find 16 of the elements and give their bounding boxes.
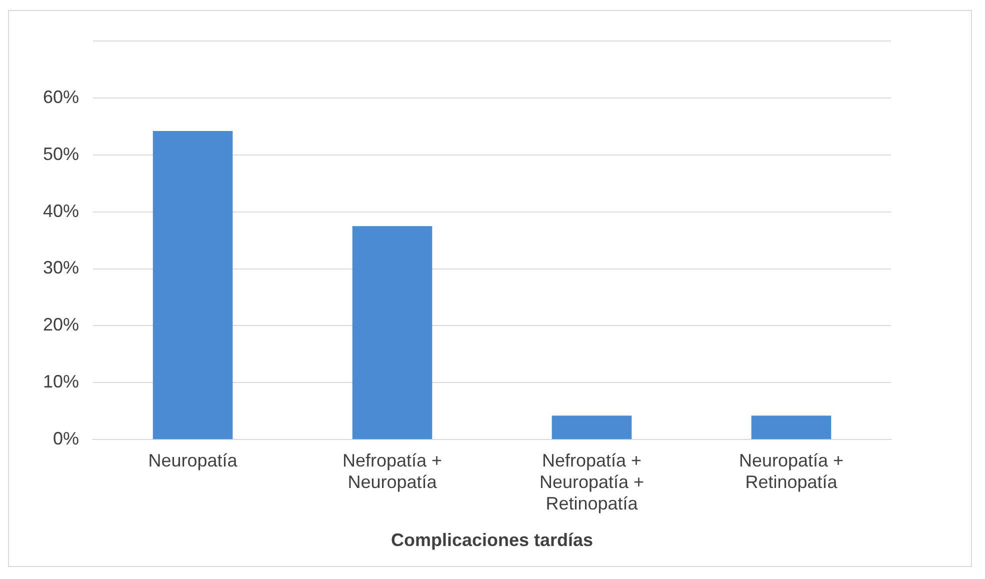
y-tick-label: 20%	[42, 314, 80, 335]
x-axis-title: Complicaciones tardías	[390, 530, 594, 550]
bar	[152, 130, 233, 440]
y-tick-label: 50%	[42, 144, 80, 164]
y-tick-label: 10%	[42, 372, 80, 392]
y-tick-label: 0%	[53, 428, 80, 449]
bar	[552, 416, 632, 440]
y-tick-label: 40%	[42, 200, 80, 221]
x-tick-label: Neuropatía	[148, 450, 238, 470]
bar	[352, 226, 432, 440]
y-tick-label: 30%	[42, 258, 80, 278]
x-tick-label: Neuropatía + Retinopatía	[738, 450, 844, 492]
bar	[751, 416, 832, 440]
x-tick-label: Nefropatía + Neuropatía	[342, 450, 442, 492]
y-tick-label: 60%	[42, 86, 80, 107]
x-tick-label: Nefropatía + Neuropatía + Retinopatía	[539, 450, 644, 514]
